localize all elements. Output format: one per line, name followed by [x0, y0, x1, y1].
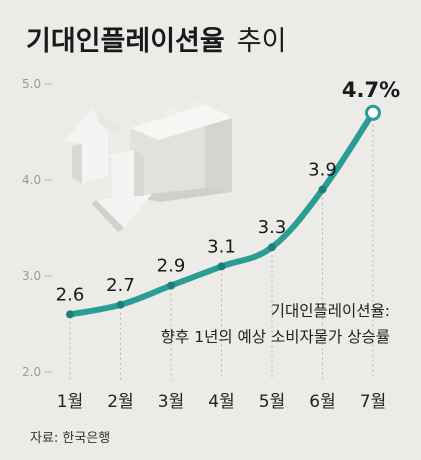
- data-label: 2.6: [56, 284, 85, 305]
- x-axis: 1월 2월 3월 4월 5월 6월 7월: [57, 392, 386, 412]
- y-tick-label: 3.0: [22, 269, 41, 283]
- source-note: 자료: 한국은행: [30, 430, 110, 446]
- annotation-line-1: 기대인플레이션율:: [271, 302, 390, 320]
- data-point: [217, 262, 226, 271]
- data-points: [66, 104, 381, 319]
- x-tick-label: 1월: [57, 392, 83, 412]
- guide-lines: [69, 124, 374, 380]
- y-tick-label: 5.0: [22, 77, 41, 91]
- x-tick-label: 3월: [158, 392, 184, 412]
- y-axis: 2.0 3.0 4.0 5.0: [22, 77, 52, 379]
- annotation-line-2: 향후 1년의 예상 소비자물가 상승률: [161, 328, 390, 346]
- data-label: 4.7%: [342, 78, 400, 102]
- x-tick-label: 6월: [309, 392, 335, 412]
- data-label: 2.7: [106, 275, 135, 296]
- data-label: 3.3: [258, 217, 287, 238]
- x-tick-label: 7월: [360, 392, 386, 412]
- data-point-last: [365, 104, 381, 121]
- data-point: [66, 310, 74, 319]
- x-tick-label: 2월: [107, 392, 133, 412]
- x-tick-label: 4월: [208, 392, 234, 412]
- y-tick-label: 2.0: [22, 365, 41, 379]
- data-label: 3.9: [308, 160, 337, 181]
- data-point: [318, 185, 327, 194]
- data-point: [167, 281, 175, 290]
- chart-title-bold: 기대인플레이션율: [26, 26, 225, 57]
- rising-arrow-icon: [64, 108, 124, 184]
- building-icon: [130, 98, 232, 202]
- data-labels: 2.6 2.7 2.9 3.1 3.3 3.9 4.7%: [56, 78, 400, 306]
- falling-arrow-icon: [92, 150, 152, 232]
- chart-title: 기대인플레이션율 추이: [26, 26, 287, 57]
- data-label: 2.9: [157, 256, 186, 277]
- illustration: [64, 98, 232, 232]
- data-point: [116, 300, 125, 309]
- y-tick-label: 4.0: [22, 173, 41, 187]
- data-point: [268, 243, 276, 252]
- chart-title-rest: 추이: [237, 26, 287, 57]
- x-tick-label: 5월: [259, 392, 285, 412]
- data-label: 3.1: [207, 236, 236, 257]
